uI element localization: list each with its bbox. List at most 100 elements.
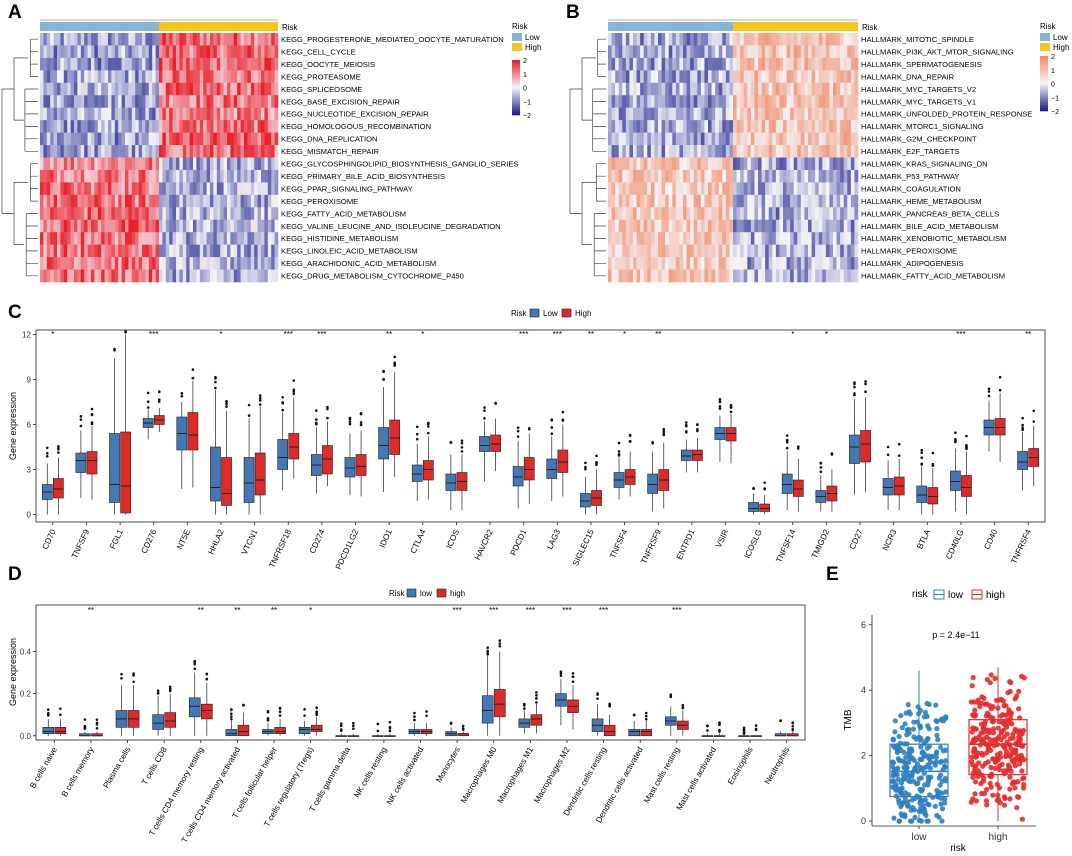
heatmap-cell xyxy=(708,57,712,71)
heatmap-cell xyxy=(108,45,112,59)
heatmap-cell xyxy=(808,219,812,233)
heatmap-cell xyxy=(53,182,58,196)
heatmap-cell xyxy=(815,107,820,121)
heatmap-cell xyxy=(672,194,677,208)
heatmap-cell xyxy=(227,257,231,270)
heatmap-cell xyxy=(186,70,190,84)
heatmap-cell xyxy=(768,33,773,46)
heatmap-cell xyxy=(63,194,68,208)
outlier-point xyxy=(79,424,83,428)
outlier-point xyxy=(230,715,233,718)
heatmap-cell xyxy=(711,169,716,183)
row-label: KEGG_DRUG_METABOLISM_CYTOCHROME_P450 xyxy=(281,272,464,281)
heatmap-cell xyxy=(672,257,677,270)
heatmap-cell xyxy=(196,232,201,245)
significance-label: *** xyxy=(452,606,461,615)
heatmap-cell xyxy=(46,82,51,96)
color-scale-tick: 2 xyxy=(523,58,527,65)
heatmap-cell xyxy=(223,269,228,283)
heatmap-cell xyxy=(206,244,211,258)
outlier-point xyxy=(425,714,428,718)
heatmap-cell xyxy=(216,95,221,108)
heatmap-cell xyxy=(672,120,677,133)
outlier-point xyxy=(662,430,666,433)
heatmap-cell xyxy=(611,120,616,133)
heatmap-cell xyxy=(57,257,61,270)
heatmap-cell xyxy=(206,57,211,71)
heatmap-cell xyxy=(668,207,673,221)
heatmap-cell xyxy=(179,257,184,270)
heatmap-cell xyxy=(203,257,207,270)
tmb-point xyxy=(981,790,988,797)
heatmap-cell xyxy=(758,82,762,96)
color-scale-step xyxy=(512,109,520,112)
heatmap-cell xyxy=(672,33,677,46)
heatmap-cell xyxy=(700,70,705,84)
heatmap-cell xyxy=(155,257,160,270)
outlier-point xyxy=(535,696,538,700)
heatmap-cell xyxy=(693,57,698,71)
heatmap-cell xyxy=(615,269,620,283)
tmb-point xyxy=(923,764,929,770)
heatmap-cell xyxy=(640,57,645,71)
heatmap-cell xyxy=(142,45,146,59)
heatmap-cell xyxy=(247,269,252,283)
heatmap-cell xyxy=(843,257,848,270)
heatmap-cell xyxy=(650,169,655,183)
heatmap-cell xyxy=(704,95,709,108)
heatmap-cell xyxy=(718,145,723,158)
heatmap-cell xyxy=(661,207,666,221)
outlier-point xyxy=(120,677,123,680)
heatmap-cell xyxy=(216,107,221,121)
heatmap-cell xyxy=(169,70,173,84)
heatmap-cell xyxy=(829,70,834,84)
tmb-point xyxy=(1021,675,1027,681)
heatmap-cell xyxy=(797,33,802,46)
heatmap-cell xyxy=(128,219,133,233)
heatmap-cell xyxy=(91,157,95,171)
heatmap-cell xyxy=(84,169,88,183)
heatmap-cell xyxy=(708,169,712,183)
tmb-point xyxy=(892,718,898,724)
outlier-point xyxy=(486,646,489,650)
heatmap-cell xyxy=(264,257,269,270)
heatmap-cell xyxy=(223,45,228,59)
heatmap-cell xyxy=(210,120,214,133)
outlier-point xyxy=(382,369,385,373)
heatmap-cell xyxy=(818,207,823,221)
outlier-point xyxy=(146,406,150,409)
heatmap-cell xyxy=(199,120,204,133)
heatmap-cell xyxy=(736,169,741,183)
heatmap-cell xyxy=(647,244,652,258)
heatmap-cell xyxy=(230,157,235,171)
x-tick-label: Monocytes xyxy=(434,746,462,785)
heatmap-cell xyxy=(264,120,269,133)
box-high xyxy=(523,457,535,481)
heatmap-cell xyxy=(206,257,211,270)
outlier-point xyxy=(339,728,343,731)
color-scale-tick: −1 xyxy=(523,99,531,106)
color-scale-step xyxy=(512,86,520,88)
outlier-point xyxy=(584,467,587,471)
heatmap-cell xyxy=(230,257,235,270)
heatmap-cell xyxy=(679,33,684,46)
heatmap-cell xyxy=(611,82,616,96)
heatmap-cell xyxy=(693,157,698,171)
heatmap-cell xyxy=(658,269,662,283)
heatmap-cell xyxy=(87,194,92,208)
heatmap-cell xyxy=(257,257,262,270)
heatmap-cell xyxy=(111,82,116,96)
heatmap-cell xyxy=(53,57,58,71)
heatmap-cell xyxy=(765,107,770,121)
heatmap-cell xyxy=(176,232,180,245)
box-low xyxy=(1017,451,1028,470)
heatmap-cell xyxy=(254,182,258,196)
heatmap-cell xyxy=(67,232,71,245)
heatmap-cell xyxy=(725,70,730,84)
heatmap-cell xyxy=(808,132,812,146)
heatmap-cell xyxy=(804,269,809,283)
heatmap-cell xyxy=(622,70,627,84)
heatmap-cell xyxy=(768,157,773,171)
heatmap-cell xyxy=(772,169,777,183)
heatmap-cell xyxy=(786,219,791,233)
